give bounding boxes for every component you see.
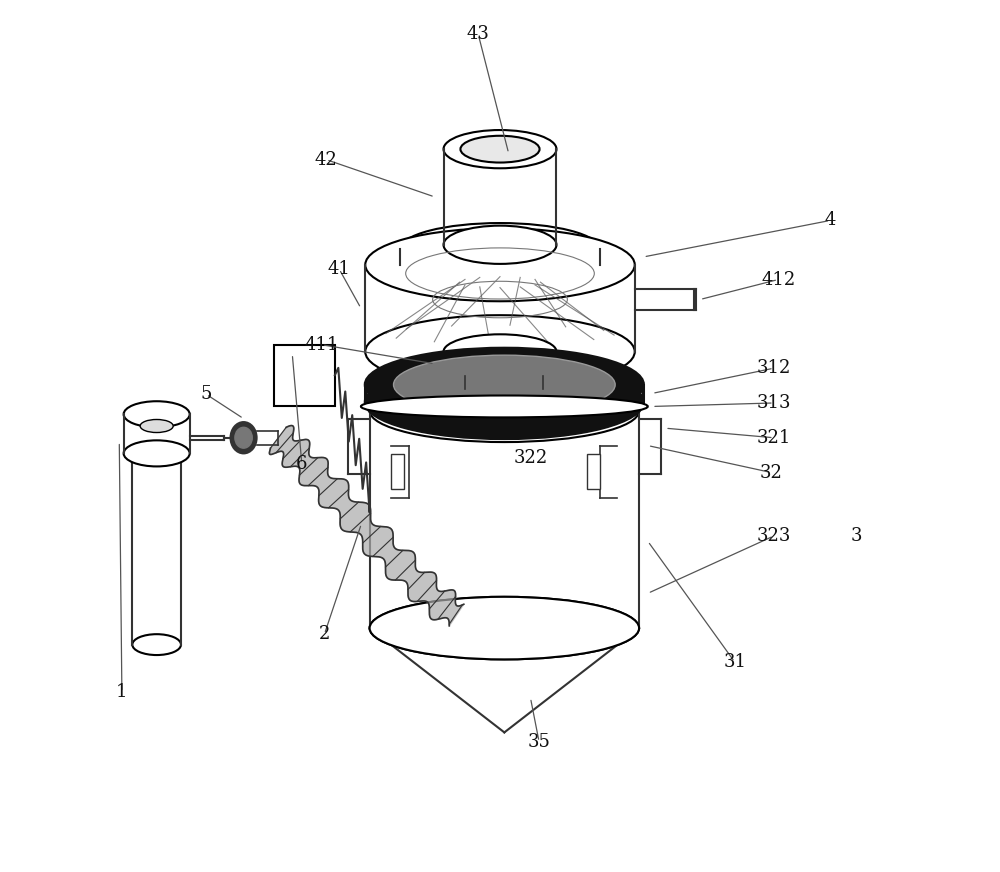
Text: 6: 6 [296, 455, 308, 473]
Ellipse shape [444, 130, 556, 168]
Ellipse shape [365, 228, 635, 301]
Text: 313: 313 [757, 394, 791, 412]
Text: 42: 42 [315, 151, 338, 168]
Text: 323: 323 [757, 527, 791, 545]
Text: 4: 4 [825, 211, 836, 229]
Text: 32: 32 [760, 464, 783, 481]
Text: 1: 1 [116, 684, 128, 701]
Ellipse shape [365, 315, 635, 388]
Ellipse shape [394, 355, 615, 414]
Text: 411: 411 [305, 336, 339, 354]
Ellipse shape [444, 334, 556, 369]
Bar [587, 454, 600, 489]
Text: 35: 35 [528, 733, 551, 751]
Ellipse shape [124, 401, 190, 427]
Ellipse shape [460, 136, 540, 162]
Text: 3: 3 [851, 527, 862, 545]
Ellipse shape [361, 396, 648, 418]
Ellipse shape [444, 226, 556, 264]
Ellipse shape [444, 358, 556, 393]
Bar [391, 454, 404, 489]
Ellipse shape [140, 419, 173, 433]
Ellipse shape [231, 422, 257, 453]
Text: 43: 43 [467, 25, 490, 44]
Polygon shape [269, 426, 464, 626]
Text: 5: 5 [201, 385, 212, 403]
Text: 2: 2 [319, 625, 330, 644]
Ellipse shape [400, 223, 600, 276]
Ellipse shape [365, 365, 643, 439]
Text: 31: 31 [723, 653, 746, 671]
Text: 322: 322 [513, 449, 548, 467]
Ellipse shape [370, 596, 639, 659]
Ellipse shape [132, 634, 181, 655]
Ellipse shape [400, 239, 600, 291]
Ellipse shape [235, 427, 252, 448]
Ellipse shape [132, 443, 181, 464]
Text: 312: 312 [757, 359, 791, 378]
Ellipse shape [370, 379, 639, 442]
Text: 41: 41 [328, 260, 351, 278]
Text: 321: 321 [757, 429, 791, 446]
Bar [274, 344, 335, 405]
Text: 412: 412 [761, 270, 795, 289]
Ellipse shape [365, 348, 643, 421]
Ellipse shape [370, 596, 639, 659]
Ellipse shape [124, 440, 190, 467]
